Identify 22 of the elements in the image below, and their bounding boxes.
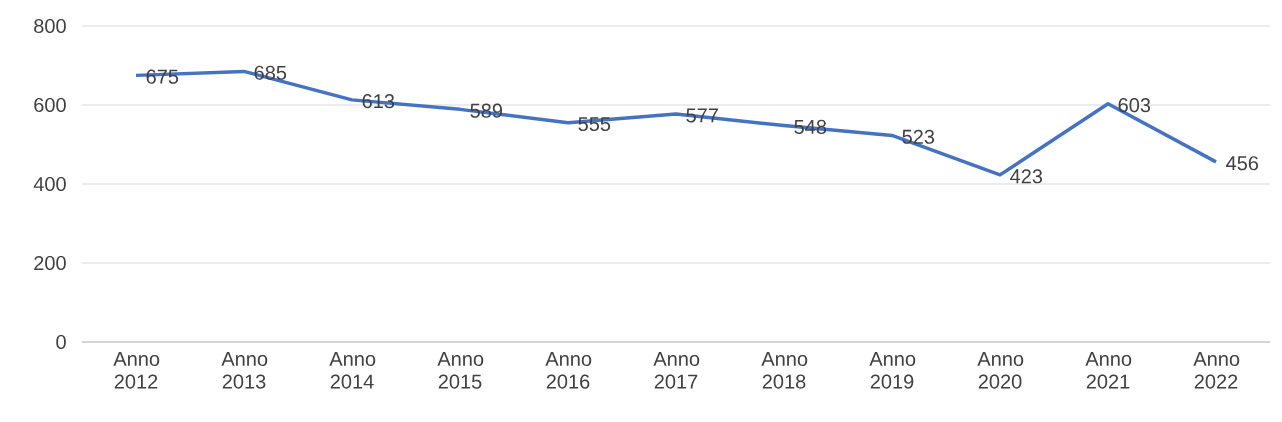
x-tick-label: Anno 2018: [761, 352, 808, 389]
data-label: 456: [1226, 156, 1259, 171]
x-tick-label: Anno 2020: [977, 352, 1024, 389]
x-tick-label: Anno 2022: [1193, 352, 1240, 389]
x-tick-label: Anno 2021: [1085, 352, 1132, 389]
x-tick-label: Anno 2014: [329, 352, 376, 389]
x-tick-label: Anno 2013: [221, 352, 268, 389]
x-tick-label: Anno 2017: [653, 352, 700, 389]
data-label: 603: [1118, 98, 1151, 113]
data-label: 523: [902, 129, 935, 144]
x-tick-label: Anno 2019: [869, 352, 916, 389]
y-tick-label: 400: [33, 176, 66, 192]
x-tick-label: Anno 2012: [113, 352, 160, 389]
y-tick-label: 200: [34, 255, 66, 271]
x-tick-label: Anno 2016: [545, 352, 592, 389]
data-label: 685: [254, 65, 287, 80]
data-label: 548: [794, 119, 827, 134]
x-tick-label: Anno 2015: [437, 352, 484, 389]
data-label: 423: [1010, 169, 1043, 184]
y-tick-label: 600: [34, 97, 66, 113]
y-tick-label: 800: [34, 18, 66, 34]
y-tick-label: 0: [56, 334, 66, 350]
